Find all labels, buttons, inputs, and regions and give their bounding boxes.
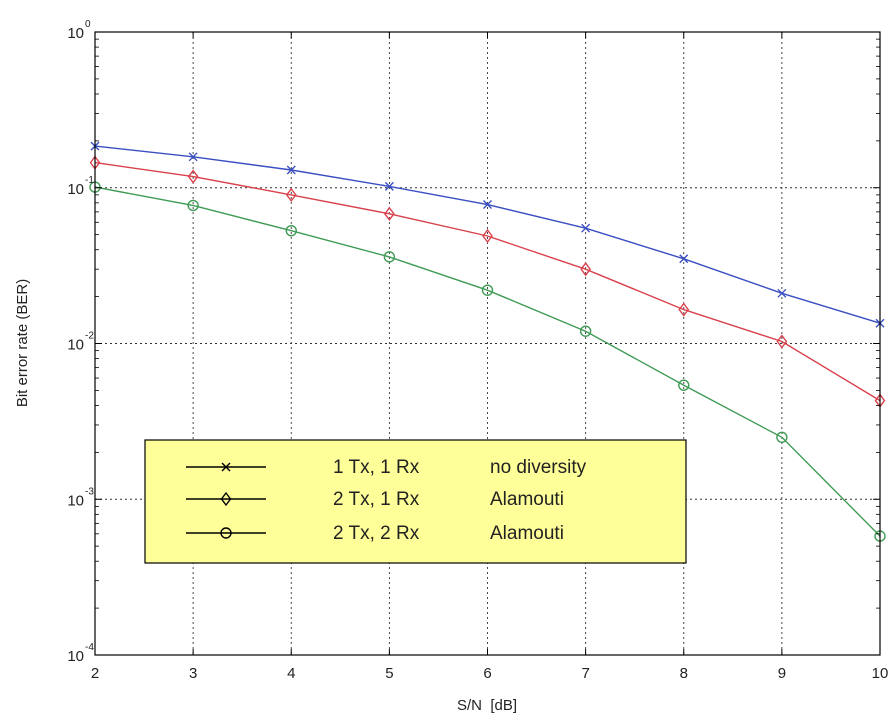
x-tick-label: 7 <box>581 665 589 682</box>
x-tick-label: 9 <box>778 665 786 682</box>
x-tick-label: 3 <box>189 665 197 682</box>
data-point <box>384 181 394 191</box>
data-point <box>581 223 591 233</box>
data-point <box>285 187 297 203</box>
series-line <box>94 186 881 537</box>
legend-box <box>144 439 687 564</box>
series-layer <box>89 141 886 542</box>
series-1 <box>90 141 885 328</box>
legend-series-name: 2 Tx, 2 Rx <box>333 523 420 544</box>
data-point <box>678 302 690 317</box>
legend-entry: 2 Tx, 1 Rx Alamouti <box>186 489 564 510</box>
series-3 <box>89 181 886 542</box>
data-point <box>678 379 690 391</box>
data-point <box>679 254 689 264</box>
legend-series-note: Alamouti <box>490 489 564 510</box>
data-point <box>383 251 396 263</box>
x-axis-label: S/N [dB] <box>457 697 517 714</box>
y-axis-label: Bit error rate (BER) <box>14 279 31 407</box>
y-tick-base: 10 <box>67 492 84 509</box>
data-point <box>285 224 297 237</box>
series-2 <box>89 155 886 408</box>
data-point <box>384 206 395 222</box>
series-line <box>94 161 881 402</box>
x-tick-label: 2 <box>91 665 99 682</box>
legend-series-note: Alamouti <box>490 523 564 544</box>
y-tick-exponent: -2 <box>85 331 94 342</box>
legend-series-name: 1 Tx, 1 Rx <box>333 457 420 478</box>
data-point <box>776 431 788 443</box>
x-tick-label: 6 <box>483 665 491 682</box>
y-tick-exponent: -4 <box>85 642 94 653</box>
x-tick-label: 10 <box>872 665 889 682</box>
y-tick-label: 10-2 <box>67 331 94 354</box>
x-tick-label: 8 <box>680 665 688 682</box>
legend-series-note: no diversity <box>490 457 587 478</box>
data-point <box>483 200 492 210</box>
data-point <box>481 284 494 296</box>
legend-marker <box>221 462 231 472</box>
data-point <box>580 262 591 277</box>
y-tick-base: 10 <box>67 648 84 665</box>
data-point <box>482 228 493 244</box>
legend-series-name: 2 Tx, 1 Rx <box>333 489 420 510</box>
legend-marker <box>220 527 232 539</box>
data-point <box>579 325 592 337</box>
data-point <box>286 165 296 175</box>
y-tick-exponent: 0 <box>85 19 91 30</box>
x-tick-label: 5 <box>385 665 393 682</box>
data-point <box>776 334 788 349</box>
legend: 1 Tx, 1 Rx no diversity 2 Tx, 1 Rx Alamouti… <box>144 439 687 564</box>
y-tick-exponent: -1 <box>85 175 94 186</box>
legend-entries: 1 Tx, 1 Rx no diversity 2 Tx, 1 Rx Alamouti… <box>186 457 587 544</box>
y-tick-label: 10-1 <box>67 175 94 198</box>
y-tick-exponent: -3 <box>85 486 94 497</box>
data-point <box>187 199 199 212</box>
y-tick-base: 10 <box>67 25 84 42</box>
y-tick-base: 10 <box>67 181 84 198</box>
legend-entry: 2 Tx, 2 Rx Alamouti <box>186 523 564 544</box>
data-point <box>187 169 199 184</box>
y-tick-base: 10 <box>67 337 84 354</box>
y-tick-label: 10-3 <box>67 486 94 509</box>
y-tick-label: 10-4 <box>67 642 94 665</box>
legend-entry: 1 Tx, 1 Rx no diversity <box>186 457 587 478</box>
data-point <box>188 152 198 162</box>
data-point <box>777 288 787 298</box>
legend-marker <box>220 491 232 507</box>
y-tick-label: 100 <box>67 19 91 42</box>
x-tick-label: 4 <box>287 665 295 682</box>
